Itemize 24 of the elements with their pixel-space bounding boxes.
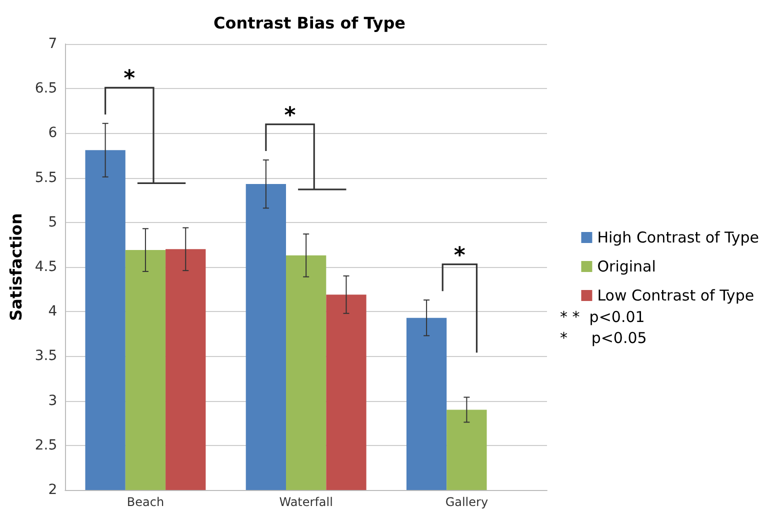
y-tick-label: 2 xyxy=(48,482,58,498)
x-tick-label: Gallery xyxy=(445,495,488,509)
y-axis-title: Satisfaction xyxy=(6,213,26,321)
y-tick-label: 3 xyxy=(48,392,58,409)
x-tick-label: Beach xyxy=(126,495,164,509)
annotation: * xyxy=(124,66,136,92)
y-tick-label: 7 xyxy=(48,36,58,52)
annotation: * xyxy=(454,243,466,268)
y-tick-label: 5.5 xyxy=(34,170,58,186)
y-tick-label: 4 xyxy=(48,304,58,320)
y-tick-label: 2.5 xyxy=(34,437,58,454)
text: * p<0.05 xyxy=(560,329,647,347)
y-tick-label: 3.5 xyxy=(34,348,58,364)
y-tick-label: 6 xyxy=(48,125,58,142)
annotation: * xyxy=(284,103,296,128)
legend-label: Original xyxy=(597,258,656,276)
x-tick-label: Waterfall xyxy=(279,495,333,509)
y-tick-label: 4.5 xyxy=(34,259,58,275)
chart-title: Contrast Bias of Type xyxy=(213,14,406,32)
legend-label: Low Contrast of Type xyxy=(597,286,754,304)
y-tick-label: 5 xyxy=(48,214,58,230)
y-tick-label: 6.5 xyxy=(34,80,58,97)
text: * * p<0.01 xyxy=(560,308,645,326)
legend-label: High Contrast of Type xyxy=(597,228,760,246)
